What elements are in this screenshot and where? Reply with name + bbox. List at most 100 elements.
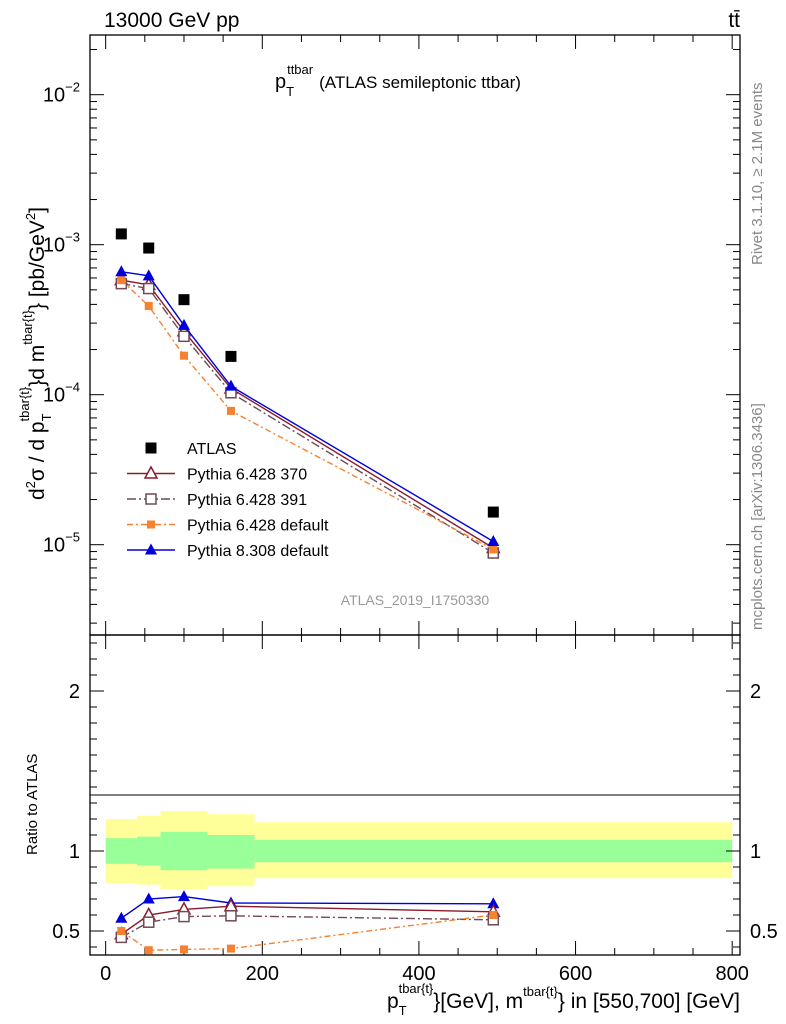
- ratio-point-p6_default: [489, 911, 498, 919]
- ratio-axis-ticks: 0.5 0.5 1 1 2 2: [52, 642, 778, 948]
- main-point-data: [115, 228, 127, 240]
- ylabel-subT: T: [39, 413, 54, 421]
- collision-label: 13000 GeV pp: [104, 9, 239, 32]
- main-point-p6_default: [144, 302, 153, 311]
- ratio-ytick-label-left-2: 2: [69, 681, 80, 703]
- main-point-p6_391: [142, 282, 155, 295]
- ratio-line-p6_391: [120, 915, 494, 939]
- ytick-base: 10: [43, 85, 65, 107]
- ylabel-sigma: σ / d p: [26, 421, 49, 481]
- ratio-point-p8_default: [487, 897, 500, 909]
- x-tick-label-2: 400: [402, 963, 435, 985]
- ratio-point-p6_default: [117, 927, 126, 935]
- legend-label-p6_391: Pythia 6.428 391: [187, 492, 307, 509]
- xlabel-mid: }[GeV], m: [433, 990, 523, 1013]
- main-ytick-label-1: 10−4: [43, 380, 80, 407]
- main-point-data: [225, 350, 237, 362]
- ratio-ytick-label-right-2: 2: [750, 681, 761, 703]
- ratio-line-p6_370: [120, 905, 494, 935]
- main-series-group: [114, 228, 501, 559]
- ylabel-post: } [pb/GeV: [26, 220, 49, 310]
- main-point-p6_default: [226, 406, 235, 415]
- x-tick-label-1: 200: [246, 963, 279, 985]
- ylabel-end: ]: [26, 207, 49, 213]
- title-p: p: [275, 71, 286, 93]
- x-tick-label-0: 0: [100, 963, 111, 985]
- main-point-p8_default: [115, 265, 128, 277]
- ytick-exp: −3: [65, 230, 80, 245]
- band-inner-2: [160, 831, 208, 871]
- plot-title: pTttbar (ATLAS semileptonic ttbar): [275, 62, 521, 99]
- ytick-exp: −2: [65, 80, 80, 95]
- main-point-p6_391: [178, 330, 190, 343]
- ratio-point-p6_391: [178, 910, 190, 923]
- main-point-p6_default: [179, 351, 188, 360]
- process-label: tt̄: [728, 9, 740, 32]
- ratio-uncertainty-bands: [105, 811, 733, 890]
- main-ytick-label-0: 10−5: [43, 530, 80, 557]
- main-point-p8_default: [224, 379, 237, 391]
- ratio-ytick-label-right-0: 0.5: [750, 921, 778, 943]
- legend-marker-data: [145, 442, 157, 454]
- main-point-p8_default: [142, 269, 155, 281]
- ytick-base: 10: [43, 535, 65, 557]
- ytick-exp: −5: [65, 530, 80, 545]
- ylabel-sup-unit: 2: [23, 213, 38, 220]
- legend-label-p8_default: Pythia 8.308 default: [187, 543, 329, 560]
- title-sub: T: [286, 84, 294, 99]
- ylabel-sup2: 2: [23, 481, 38, 488]
- x-tick-label-3: 600: [559, 963, 592, 985]
- xlabel-subT: T: [399, 1003, 407, 1018]
- ylabel-sup-m: tbar{t}: [20, 309, 35, 344]
- ratio-point-p6_391: [142, 916, 155, 928]
- ytick-base: 10: [43, 235, 65, 257]
- ylabel-mid: }d m: [26, 345, 49, 387]
- xlabel-end: } in [550,700] [GeV]: [558, 990, 740, 1013]
- band-inner-1: [136, 836, 161, 866]
- legend-marker-p6_370: [143, 465, 159, 479]
- band-inner-0: [105, 838, 137, 864]
- ratio-y-axis-label: Ratio to ATLAS: [24, 754, 41, 855]
- main-ytick-label-2: 10−3: [43, 230, 80, 257]
- legend-marker-p6_default: [147, 520, 155, 529]
- ratio-point-p6_391: [225, 910, 237, 922]
- x-axis-label: pTtbar{t}}[GeV], mtbar{t}} in [550,700] …: [387, 981, 740, 1018]
- main-ytick-label-3: 10−2: [43, 80, 80, 107]
- rivet-label: Rivet 3.1.10, ≥ 2.1M events: [749, 83, 766, 266]
- ratio-ytick-label-left-1: 1: [69, 841, 80, 863]
- band-inner-4: [254, 839, 733, 863]
- main-point-data: [487, 506, 499, 518]
- main-y-axis-label: d2σ / d pTtbar{t}}d mtbar{t}} [pb/GeV2]: [17, 207, 54, 500]
- ratio-ytick-label-left-0: 0.5: [52, 921, 80, 943]
- main-point-data: [143, 242, 155, 254]
- x-tick-label-4: 800: [715, 963, 748, 985]
- ylabel-d: d: [26, 488, 49, 500]
- legend-label-p6_default: Pythia 6.428 default: [187, 518, 329, 535]
- main-point-p8_default: [487, 535, 500, 547]
- legend-marker-p8_default: [145, 543, 157, 555]
- ratio-point-p8_default: [177, 890, 190, 902]
- main-y-axis-ticks: 10−510−410−310−2: [43, 49, 740, 624]
- xlabel-sup-t: tbar{t}: [399, 981, 434, 996]
- ytick-base: 10: [43, 385, 65, 407]
- legend-marker-p6_391: [145, 493, 157, 505]
- legend: ATLAS Pythia 6.428 370 Pythia 6.428 391 Pyt…: [127, 441, 329, 560]
- title-sup: ttbar: [287, 62, 314, 77]
- ratio-point-p6_default: [179, 945, 188, 954]
- ratio-point-p6_default: [226, 944, 235, 953]
- ratio-ytick-label-right-1: 1: [750, 841, 761, 863]
- mcplots-label: mcplots.cern.ch [arXiv:1306.3436]: [749, 403, 766, 630]
- xlabel-p: p: [387, 990, 399, 1013]
- ratio-point-p6_default: [144, 946, 153, 955]
- legend-label-data: ATLAS: [187, 441, 237, 458]
- main-point-p8_default: [177, 318, 190, 330]
- analysis-label: ATLAS_2019_I1750330: [341, 592, 490, 608]
- ratio-line-p6_default: [120, 914, 494, 951]
- ytick-exp: −4: [65, 380, 80, 395]
- ratio-point-p8_default: [142, 892, 155, 904]
- ratio-series-group: [114, 890, 501, 955]
- xlabel-sup-m: tbar{t}: [523, 984, 558, 999]
- main-line-p8_default: [121, 271, 494, 543]
- band-inner-3: [207, 835, 255, 869]
